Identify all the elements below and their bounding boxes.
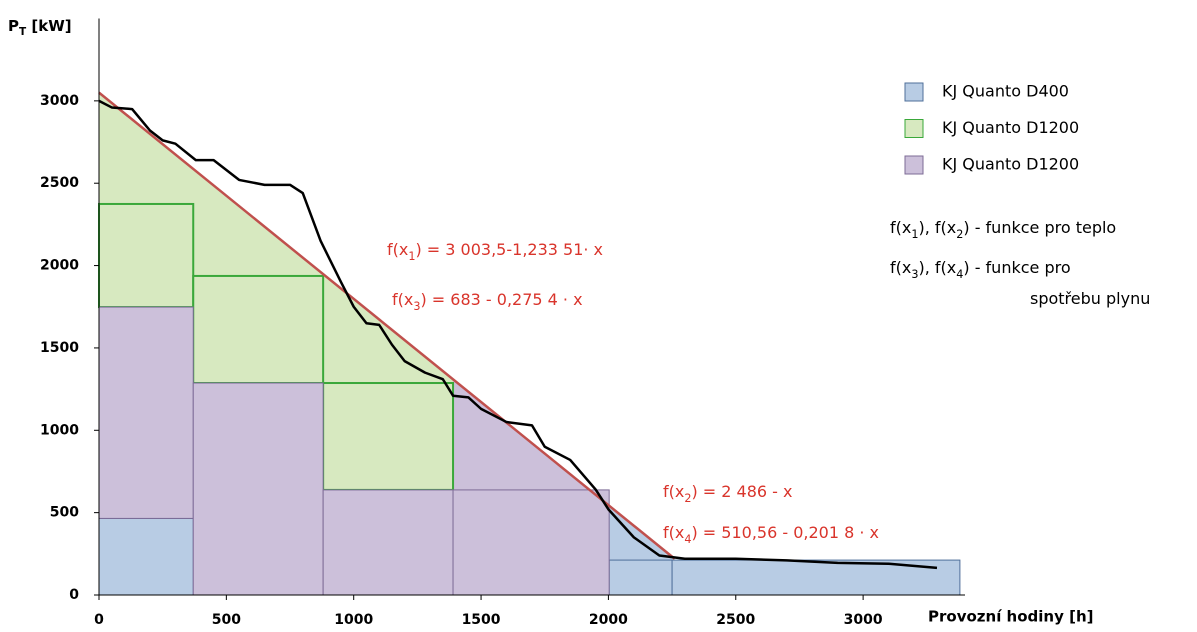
- subscript: 4: [956, 268, 963, 281]
- x-tick-label: 2500: [716, 612, 755, 628]
- subscript: T: [19, 26, 27, 38]
- text-part: ) = 2 486 - x: [691, 482, 792, 501]
- subscript: 2: [684, 492, 691, 505]
- y-tick-label: 2000: [40, 258, 79, 274]
- x-tick-label: 2000: [589, 612, 628, 628]
- legend-label: KJ Quanto D400: [942, 82, 1069, 101]
- text-part: ) - funkce pro teplo: [963, 218, 1116, 237]
- legend-swatch: [904, 82, 924, 102]
- legend-label: KJ Quanto D1200: [942, 155, 1079, 174]
- trend-line: [98, 91, 676, 560]
- note: f(x1), f(x2) - funkce pro teplo: [890, 218, 1116, 241]
- x-tick-label: 0: [94, 612, 104, 628]
- block: [192, 382, 324, 596]
- y-tick-label: 1500: [40, 340, 79, 356]
- annotation: f(x1) = 3 003,5-1,233 51· x: [387, 240, 603, 263]
- x-tick-label: 500: [212, 612, 241, 628]
- block: [192, 274, 325, 385]
- text-part: f(x: [387, 240, 408, 259]
- y-tick-label: 0: [69, 587, 79, 603]
- y-tick-label: 3000: [40, 93, 79, 109]
- block: [322, 382, 455, 491]
- block: [98, 202, 195, 309]
- text-part: ), f(x: [918, 218, 956, 237]
- text-part: ) = 683 - 0,275 4 · x: [420, 290, 582, 309]
- annotation: f(x2) = 2 486 - x: [663, 482, 793, 505]
- y-tick-label: 2500: [40, 175, 79, 191]
- text-part: ) = 3 003,5-1,233 51· x: [415, 240, 603, 259]
- x-axis-label: Provozní hodiny [h]: [928, 608, 1093, 626]
- legend-swatch: [904, 119, 924, 138]
- y-tick-label: 500: [50, 505, 79, 521]
- legend-swatch: [904, 155, 924, 175]
- subscript: 3: [911, 268, 918, 281]
- block: [98, 517, 194, 596]
- y-axis-label: PT [kW]: [8, 17, 72, 39]
- text-part: ), f(x: [918, 258, 956, 277]
- block: [608, 559, 673, 596]
- text-part: P: [8, 17, 19, 35]
- subscript: 4: [684, 533, 691, 546]
- subscript: 1: [911, 228, 918, 241]
- text-part: ) - funkce pro: [963, 258, 1070, 277]
- text-part: f(x: [663, 482, 684, 501]
- block: [98, 306, 194, 519]
- annotation: f(x4) = 510,56 - 0,201 8 · x: [663, 523, 879, 546]
- text-part: f(x: [890, 218, 911, 237]
- text-part: [kW]: [26, 17, 71, 35]
- x-tick-label: 1500: [462, 612, 501, 628]
- x-tick-label: 1000: [334, 612, 373, 628]
- subscript: 2: [956, 228, 963, 241]
- subscript: 3: [413, 300, 420, 313]
- annotation: f(x3) = 683 - 0,275 4 · x: [392, 290, 583, 313]
- subscript: 1: [408, 250, 415, 263]
- note: f(x3), f(x4) - funkce pro: [890, 258, 1071, 281]
- note: spotřebu plynu: [1030, 289, 1150, 308]
- y-tick-label: 1000: [40, 422, 79, 438]
- x-tick-label: 3000: [844, 612, 883, 628]
- block: [452, 489, 610, 596]
- text-part: f(x: [392, 290, 413, 309]
- text-part: f(x: [663, 523, 684, 542]
- text-part: ) = 510,56 - 0,201 8 · x: [691, 523, 879, 542]
- text-part: f(x: [890, 258, 911, 277]
- legend-label: KJ Quanto D1200: [942, 118, 1079, 137]
- block: [322, 489, 454, 596]
- duration-curve: [98, 99, 938, 570]
- text-part: spotřebu plynu: [1030, 289, 1150, 308]
